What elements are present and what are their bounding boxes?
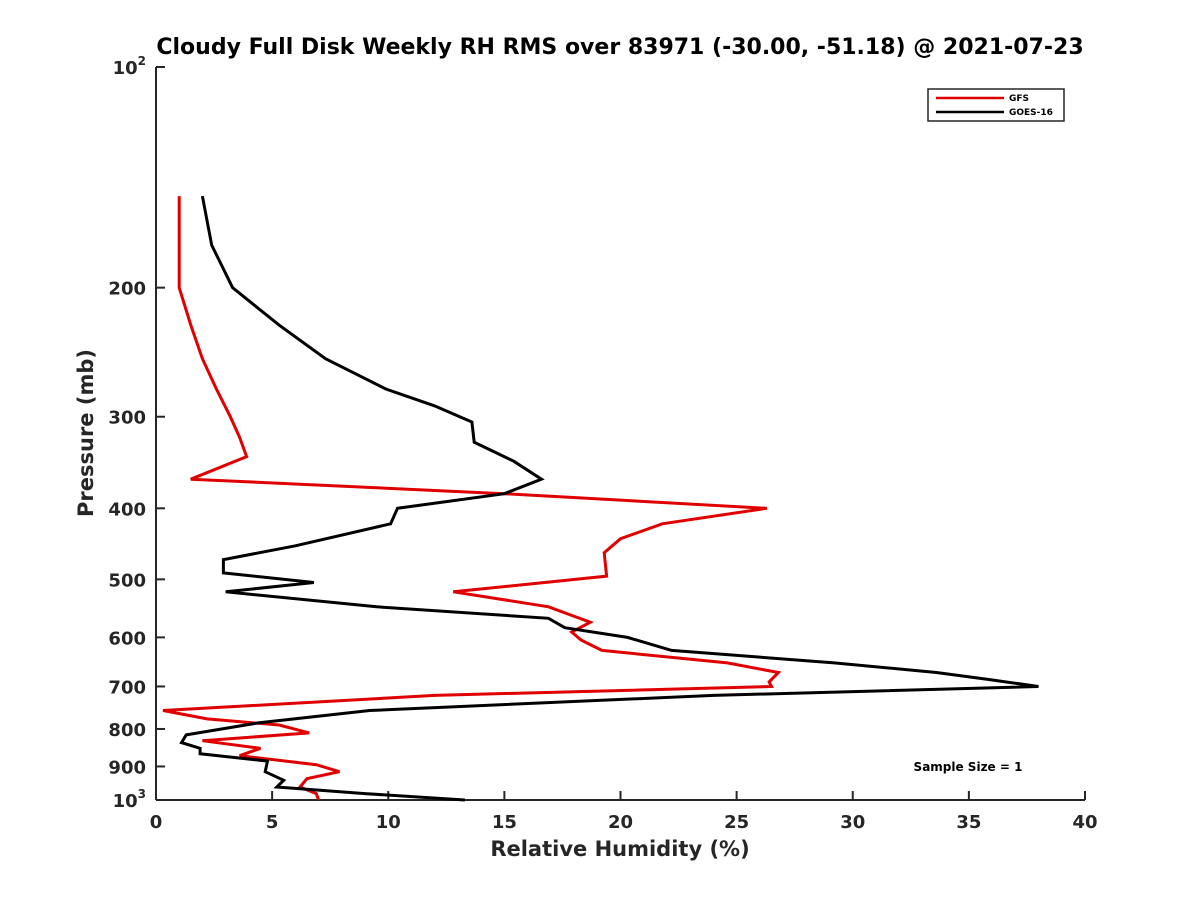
x-tick-label: 20 xyxy=(608,812,633,833)
y-tick-base: 500 xyxy=(108,570,146,591)
x-tick-label: 10 xyxy=(376,812,401,833)
x-tick-label: 15 xyxy=(492,812,517,833)
legend-label: GOES-16 xyxy=(1009,108,1053,118)
series-line-goes-16 xyxy=(179,195,1039,802)
y-tick-exponent: 2 xyxy=(138,54,146,68)
legend-label: GFS xyxy=(1009,94,1029,104)
y-tick-label: 900 xyxy=(108,757,146,778)
chart-title: Cloudy Full Disk Weekly RH RMS over 8397… xyxy=(156,35,1083,60)
plot-area: 0 5 10 15 20 25 30 35 40 10220030040050060070080… xyxy=(108,54,1097,833)
y-tick-label: 300 xyxy=(108,408,146,429)
y-tick-label: 600 xyxy=(108,628,146,649)
y-tick-base: 10 xyxy=(113,791,138,812)
x-tick-label: 40 xyxy=(1072,812,1097,833)
x-ticks: 0 5 10 15 20 25 30 35 40 xyxy=(150,791,1098,833)
y-tick-base: 800 xyxy=(108,720,146,741)
x-tick-label: 30 xyxy=(840,812,865,833)
y-tick-base: 300 xyxy=(108,408,146,429)
legend-box xyxy=(927,88,1065,122)
x-axis-label: Relative Humidity (%) xyxy=(490,837,749,861)
y-tick-base: 600 xyxy=(108,628,146,649)
y-tick-base: 700 xyxy=(108,677,146,698)
y-tick-label: 103 xyxy=(113,787,146,812)
y-tick-label: 200 xyxy=(108,279,146,300)
x-tick-label: 25 xyxy=(724,812,749,833)
y-tick-base: 10 xyxy=(113,58,138,79)
legend: GFS GOES-16 xyxy=(927,88,1065,122)
y-tick-label: 102 xyxy=(113,54,146,79)
y-tick-label: 500 xyxy=(108,570,146,591)
series-lines xyxy=(162,195,1039,802)
series-line-gfs xyxy=(162,196,782,801)
y-tick-base: 400 xyxy=(108,499,146,520)
y-tick-base: 200 xyxy=(108,279,146,300)
x-tick-label: 0 xyxy=(150,812,163,833)
y-axis-label: Pressure (mb) xyxy=(74,349,98,517)
x-tick-label: 35 xyxy=(956,812,981,833)
y-tick-label: 700 xyxy=(108,677,146,698)
x-tick-label: 5 xyxy=(266,812,279,833)
y-tick-exponent: 3 xyxy=(138,787,146,801)
y-tick-label: 800 xyxy=(108,720,146,741)
y-tick-label: 400 xyxy=(108,499,146,520)
y-tick-base: 900 xyxy=(108,757,146,778)
sample-size-annotation: Sample Size = 1 xyxy=(914,760,1023,774)
